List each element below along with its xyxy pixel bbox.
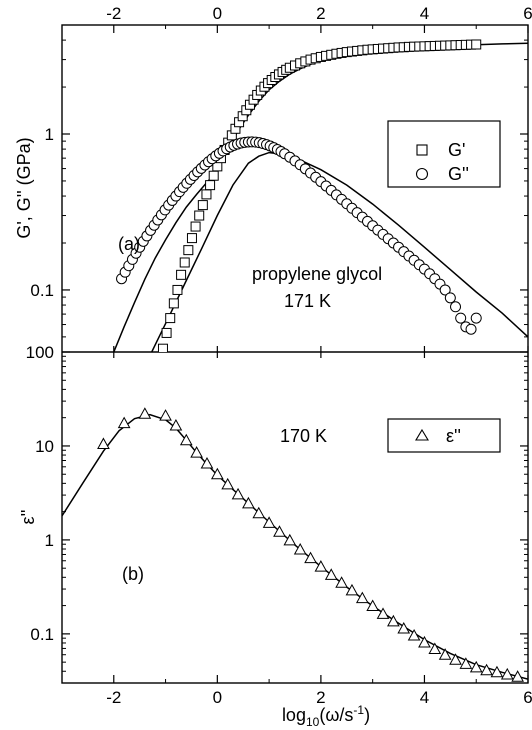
x-tick-label-bottom: 0 xyxy=(213,688,222,707)
x-tick-label-bottom: 6 xyxy=(523,688,532,707)
panel-b-triangle-point xyxy=(345,583,359,596)
panel-b-triangle-point xyxy=(335,576,348,588)
legend-b: ε'' xyxy=(387,418,501,453)
y-axis-label-b: ε'' xyxy=(18,510,38,525)
panel-a-y-tick-label: 0.1 xyxy=(30,281,54,300)
panel-b-triangle-point xyxy=(407,628,421,641)
panel-a-square-point xyxy=(186,233,197,244)
panel-b-triangle-point xyxy=(283,533,297,546)
panel-b-triangle-point xyxy=(324,568,338,580)
legend-label-gdoubleprime: G'' xyxy=(448,164,469,184)
panel-b-triangle-point xyxy=(387,614,400,627)
panel-b-triangle-point xyxy=(511,670,524,682)
panel-a-square-point xyxy=(201,189,212,200)
temperature-b: 170 K xyxy=(280,426,327,446)
panel-b-triangle-point xyxy=(242,496,255,509)
panel-b-triangle-point xyxy=(117,416,131,429)
panel-a-circle-point xyxy=(470,312,482,324)
panel-a-square-point xyxy=(157,343,168,352)
legend-square-marker xyxy=(416,144,428,156)
panel-b-triangle-point xyxy=(200,456,214,469)
fit-curve-a-2 xyxy=(150,151,528,352)
panel-b-triangle-point xyxy=(231,487,245,500)
panel-a-square-point xyxy=(205,180,216,191)
panel-b-triangle-point xyxy=(221,477,235,490)
x-tick-label-bottom: 2 xyxy=(316,688,325,707)
sample-name: propylene glycol xyxy=(252,264,382,284)
panel-a-square-point xyxy=(183,245,194,256)
panel-a-y-tick-label: 1 xyxy=(45,125,54,144)
panel-b-triangle-point xyxy=(252,506,266,519)
panel-a-square-point xyxy=(176,269,187,280)
panel-b-triangle-point xyxy=(304,551,317,564)
panel-a-square-point xyxy=(208,170,219,181)
panel-a-square-point xyxy=(179,257,190,268)
panel-b-triangle-point xyxy=(293,542,307,555)
legend-label-epsilon: ε'' xyxy=(446,426,461,446)
panel-b-triangle-point xyxy=(190,446,203,458)
x-tick-label-top: 0 xyxy=(213,4,222,23)
panel-b-triangle-point xyxy=(159,409,172,421)
panel-a-square-point xyxy=(168,298,179,309)
panel-a-circle-point xyxy=(455,312,467,324)
panel-b-triangle-point xyxy=(262,516,276,528)
legend-label-gprime: G' xyxy=(448,140,465,160)
panel-a-circle-point xyxy=(465,323,477,335)
x-tick-label-top: 6 xyxy=(523,4,532,23)
panel-b-triangle-point xyxy=(179,433,193,446)
panel-b-triangle-point xyxy=(490,665,504,678)
x-tick-label-top: 2 xyxy=(316,4,325,23)
legend-triangle-marker xyxy=(415,428,429,441)
panel-a-square-point xyxy=(190,221,201,232)
panel-a-label: (a) xyxy=(118,234,140,254)
panel-a-square-point xyxy=(161,327,172,338)
panel-b-triangle-point xyxy=(428,642,442,655)
panel-b-label: (b) xyxy=(122,564,144,584)
panel-b-triangle-point xyxy=(418,635,431,648)
panel-b-triangle-point xyxy=(355,591,369,604)
x-tick-label-top: 4 xyxy=(420,4,429,23)
panel-b-triangle-point xyxy=(97,437,110,449)
panel-a-square-point xyxy=(194,210,205,221)
panel-b-triangle-point xyxy=(273,525,286,537)
panel-a-square-point xyxy=(471,39,482,50)
fit-curve-a-1 xyxy=(113,42,528,352)
panel-b-triangle-point xyxy=(459,657,473,669)
legend-circle-marker xyxy=(415,167,429,181)
panel-b-y-tick-label: 100 xyxy=(26,343,54,362)
panel-b-triangle-point xyxy=(449,653,462,665)
panel-b-triangle-point xyxy=(366,599,380,611)
panel-b-triangle-point xyxy=(438,648,452,660)
axes-layer: -2 -2 0 0 2 2 4 4 6 6 0.1 1 0.1 1 10 100 xyxy=(26,4,532,707)
panel-b-triangle-point xyxy=(314,560,328,572)
temperature-a: 171 K xyxy=(284,291,331,311)
panel-b-triangle-point xyxy=(500,667,514,680)
panel-b-triangle-point xyxy=(469,660,483,673)
legend-a: G' G'' xyxy=(387,120,501,188)
panel-b-y-tick-label: 10 xyxy=(35,437,54,456)
panel-a-circle-point xyxy=(439,284,451,296)
x-tick-label-bottom: 4 xyxy=(420,688,429,707)
x-axis-label: log10(ω/s-1) xyxy=(282,703,370,729)
fit-curve-b-1 xyxy=(62,413,528,680)
panel-a-circle-point xyxy=(450,301,462,313)
x-tick-label-bottom: -2 xyxy=(106,688,121,707)
y-axis-label-a: G', G'' (GPa) xyxy=(14,137,34,238)
panel-b-triangle-point xyxy=(138,407,152,419)
panel-a-square-point xyxy=(197,200,208,211)
panel-b-triangle-point xyxy=(169,418,183,431)
panel-b-triangle-point xyxy=(480,663,493,676)
data-markers xyxy=(97,39,524,682)
panel-a-square-point xyxy=(165,313,176,324)
x-tick-label-top: -2 xyxy=(106,4,121,23)
panel-b-triangle-point xyxy=(397,621,411,634)
panel-a-square-point xyxy=(172,284,183,295)
panel-b-y-tick-label: 1 xyxy=(45,531,54,550)
panel-b-triangle-point xyxy=(376,607,390,619)
panel-a-circle-point xyxy=(444,292,456,304)
panel-b-triangle-point xyxy=(210,467,224,480)
panel-b-y-tick-label: 0.1 xyxy=(30,625,54,644)
